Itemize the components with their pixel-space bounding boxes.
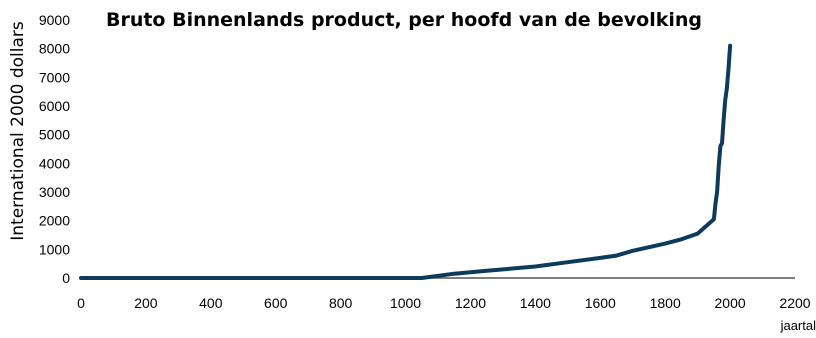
x-tick-label: 1600 [585, 295, 616, 311]
x-tick-label: 800 [329, 295, 353, 311]
y-tick-label: 9000 [39, 12, 70, 28]
y-tick-label: 6000 [39, 98, 70, 114]
x-tick-label: 1800 [650, 295, 681, 311]
y-axis-label: International 2000 dollars [8, 21, 28, 241]
x-tick-label: 2200 [779, 295, 810, 311]
x-tick-label: 1200 [455, 295, 486, 311]
y-tick-label: 3000 [39, 184, 70, 200]
y-tick-label: 8000 [39, 41, 70, 57]
x-tick-label: 400 [199, 295, 223, 311]
chart-title: Bruto Binnenlands product, per hoofd van… [106, 9, 702, 31]
x-tick-label: 200 [134, 295, 158, 311]
x-axis-label: jaartal [780, 318, 816, 333]
y-tick-label: 5000 [39, 127, 70, 143]
y-tick-label: 0 [62, 270, 70, 286]
y-tick-label: 2000 [39, 213, 70, 229]
y-tick-label: 7000 [39, 69, 70, 85]
x-tick-label: 1000 [390, 295, 421, 311]
series-line-0 [79, 43, 733, 280]
x-tick-label: 600 [264, 295, 288, 311]
y-tick-label: 4000 [39, 155, 70, 171]
x-tick-labels: 0 200 400 600 800 1000 1200 1400 1600 1800 2000 220… [77, 295, 811, 311]
plot-area [79, 43, 733, 280]
y-tick-labels: 0 1000 2000 3000 4000 5000 6000 7000 8000 9000 [39, 12, 70, 286]
y-tick-label: 1000 [39, 241, 70, 257]
x-tick-label: 2000 [715, 295, 746, 311]
x-tick-label: 0 [77, 295, 85, 311]
x-tick-label: 1400 [520, 295, 551, 311]
